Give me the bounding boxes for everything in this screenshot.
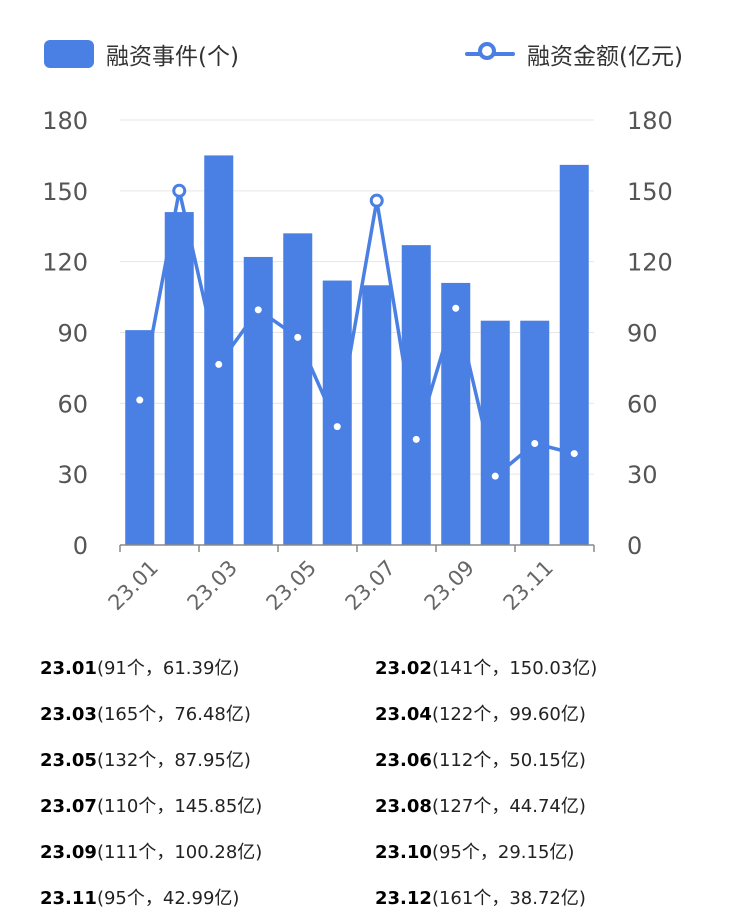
x-tick-label: 23.11 bbox=[499, 556, 558, 615]
line-point bbox=[491, 472, 499, 480]
summary-month: 23.10 bbox=[375, 842, 432, 863]
summary-detail: (91个，61.39亿) bbox=[96, 658, 240, 679]
x-tick-label: 23.05 bbox=[262, 556, 321, 615]
x-tick-label: 23.03 bbox=[183, 556, 242, 615]
summary-item: 23.01(91个，61.39亿) bbox=[40, 654, 239, 680]
y-left-tick-label: 0 bbox=[73, 532, 88, 560]
y-left-tick-label: 30 bbox=[57, 461, 88, 489]
summary-month: 23.07 bbox=[40, 796, 97, 817]
summary-detail: (112个，50.15亿) bbox=[431, 750, 586, 771]
summary-detail: (111个，100.28亿) bbox=[96, 842, 263, 863]
bar bbox=[164, 212, 194, 546]
line-point bbox=[333, 423, 341, 431]
summary-month: 23.08 bbox=[375, 796, 432, 817]
bar bbox=[125, 330, 155, 545]
chart-legend: 融资事件(个) 融资金额(亿元) bbox=[0, 36, 750, 72]
summary-item: 23.05(132个，87.95亿) bbox=[40, 746, 251, 772]
summary-detail: (161个，38.72亿) bbox=[431, 888, 586, 909]
summary-detail: (95个，42.99亿) bbox=[96, 888, 240, 909]
line-point bbox=[172, 183, 187, 198]
y-right-tick-label: 30 bbox=[627, 461, 658, 489]
summary-month: 23.01 bbox=[40, 658, 97, 679]
summary-month: 23.12 bbox=[375, 888, 432, 909]
y-left-tick-label: 90 bbox=[57, 320, 88, 348]
line-point bbox=[452, 304, 460, 312]
y-left-tick-label: 180 bbox=[42, 107, 88, 135]
summary-detail: (127个，44.74亿) bbox=[431, 796, 586, 817]
line-point bbox=[294, 333, 302, 341]
legend-bar-label: 融资事件(个) bbox=[106, 44, 239, 70]
summary-month: 23.05 bbox=[40, 750, 97, 771]
summary-detail: (141个，150.03亿) bbox=[431, 658, 598, 679]
bar bbox=[559, 164, 589, 545]
summary-item: 23.11(95个，42.99亿) bbox=[40, 884, 239, 910]
bar bbox=[322, 280, 352, 545]
legend-item-line[interactable]: 融资金额(亿元) bbox=[465, 36, 683, 72]
y-right-tick-label: 150 bbox=[627, 178, 673, 206]
bar bbox=[362, 285, 392, 545]
summary-month: 23.03 bbox=[40, 704, 97, 725]
line-point bbox=[215, 360, 223, 368]
bar bbox=[520, 320, 550, 545]
bar bbox=[441, 282, 471, 545]
y-right-tick-label: 0 bbox=[627, 532, 642, 560]
summary-item: 23.07(110个，145.85亿) bbox=[40, 792, 262, 818]
line-point bbox=[570, 450, 578, 458]
line-series bbox=[138, 189, 575, 478]
summary-month: 23.02 bbox=[375, 658, 432, 679]
y-left-tick-label: 120 bbox=[42, 249, 88, 277]
y-right-tick-label: 180 bbox=[627, 107, 673, 135]
combo-chart: 0 30 60 90 120 150 180 0 30 60 90 120 150 180 23.01 23.… bbox=[42, 107, 673, 615]
y-left-tick-label: 60 bbox=[57, 390, 88, 418]
summary-detail: (122个，99.60亿) bbox=[431, 704, 586, 725]
summary-item: 23.02(141个，150.03亿) bbox=[375, 654, 597, 680]
summary-detail: (110个，145.85亿) bbox=[96, 796, 263, 817]
summary-item: 23.09(111个，100.28亿) bbox=[40, 838, 262, 864]
legend-line-swatch bbox=[465, 40, 515, 68]
legend-line-label: 融资金额(亿元) bbox=[527, 44, 683, 70]
summary-month: 23.11 bbox=[40, 888, 97, 909]
line-point bbox=[254, 306, 262, 314]
bar bbox=[243, 256, 273, 545]
summary-detail: (165个，76.48亿) bbox=[96, 704, 251, 725]
summary-item: 23.06(112个，50.15亿) bbox=[375, 746, 586, 772]
line-point bbox=[369, 193, 384, 208]
summary-item: 23.04(122个，99.60亿) bbox=[375, 700, 586, 726]
x-tick-label: 23.09 bbox=[420, 556, 479, 615]
bar bbox=[401, 245, 431, 545]
x-tick-label: 23.01 bbox=[104, 556, 163, 615]
line-point bbox=[136, 396, 144, 404]
legend-item-bar[interactable]: 融资事件(个) bbox=[44, 36, 239, 72]
legend-bar-swatch bbox=[44, 40, 94, 68]
line-point bbox=[531, 439, 539, 447]
summary-detail: (95个，29.15亿) bbox=[431, 842, 575, 863]
y-right-tick-label: 90 bbox=[627, 320, 658, 348]
summary-month: 23.04 bbox=[375, 704, 432, 725]
x-tick-label: 23.07 bbox=[341, 556, 400, 615]
line-point bbox=[412, 435, 420, 443]
summary-month: 23.09 bbox=[40, 842, 97, 863]
y-left-tick-label: 150 bbox=[42, 178, 88, 206]
y-right-tick-label: 120 bbox=[627, 249, 673, 277]
bar bbox=[283, 233, 313, 546]
y-right-tick-label: 60 bbox=[627, 390, 658, 418]
summary-item: 23.10(95个，29.15亿) bbox=[375, 838, 574, 864]
summary-detail: (132个，87.95亿) bbox=[96, 750, 251, 771]
summary-item: 23.08(127个，44.74亿) bbox=[375, 792, 586, 818]
summary-item: 23.03(165个，76.48亿) bbox=[40, 700, 251, 726]
summary-item: 23.12(161个，38.72亿) bbox=[375, 884, 586, 910]
summary-month: 23.06 bbox=[375, 750, 432, 771]
